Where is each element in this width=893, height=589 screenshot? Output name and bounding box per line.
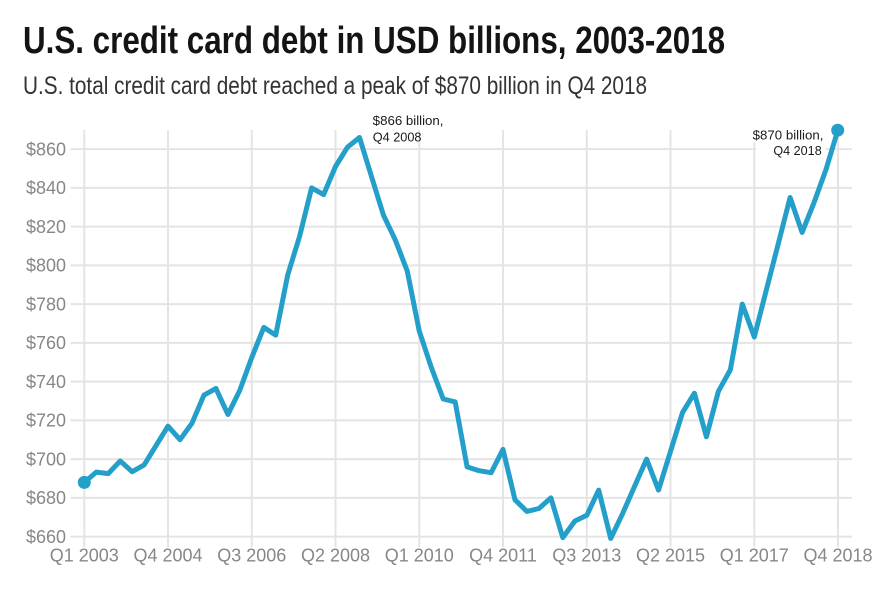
svg-text:Q1 2010: Q1 2010 [385,546,454,566]
svg-text:Q4 2011: Q4 2011 [469,546,537,566]
svg-text:Q2 2015: Q2 2015 [636,546,705,566]
svg-text:$866 billion,: $866 billion, [373,113,444,128]
svg-text:$870 billion,: $870 billion, [753,128,824,143]
svg-text:Q4 2008: Q4 2008 [373,129,422,144]
svg-text:Q3 2013: Q3 2013 [552,546,621,566]
svg-text:Q2 2008: Q2 2008 [301,546,370,566]
svg-text:$660: $660 [26,527,66,547]
svg-text:$840: $840 [26,178,66,198]
svg-text:Q4 2004: Q4 2004 [133,546,202,566]
svg-text:$680: $680 [26,488,66,508]
svg-text:$700: $700 [26,449,66,469]
svg-text:$860: $860 [26,139,66,159]
svg-text:$820: $820 [26,217,66,237]
svg-text:Q1 2003: Q1 2003 [50,546,119,566]
svg-text:Q3 2006: Q3 2006 [217,546,286,566]
svg-text:$760: $760 [26,333,66,353]
svg-text:$800: $800 [26,256,66,276]
svg-text:$740: $740 [26,372,66,392]
svg-text:$780: $780 [26,294,66,314]
svg-text:Q4 2018: Q4 2018 [773,143,821,158]
svg-text:Q4 2018: Q4 2018 [803,546,872,566]
svg-text:$720: $720 [26,411,66,431]
svg-text:Q1 2017: Q1 2017 [720,546,789,566]
